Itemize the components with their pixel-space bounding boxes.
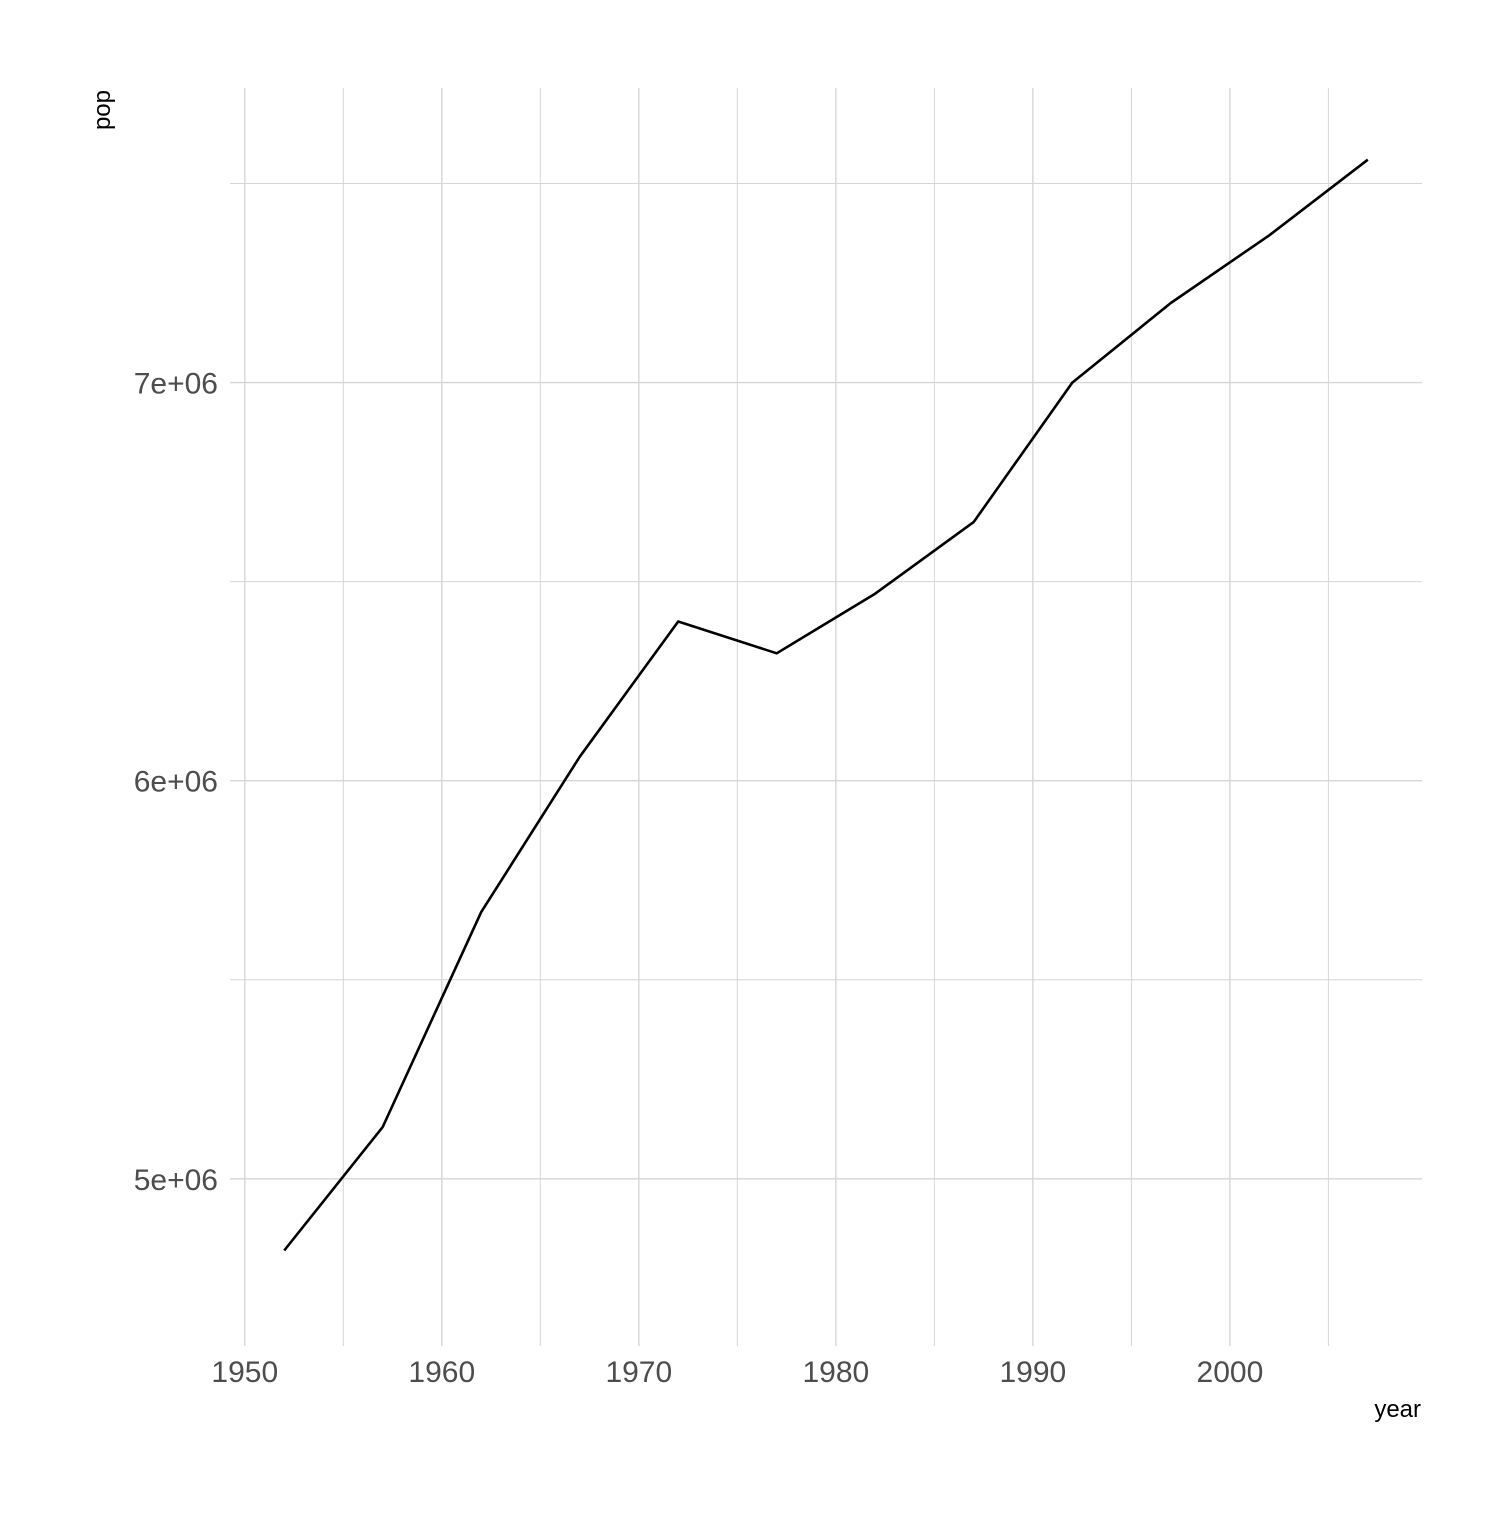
grid [230, 88, 1422, 1346]
x-tick-label: 2000 [1197, 1356, 1264, 1389]
x-axis-title: year [1374, 1396, 1421, 1423]
series-line [283, 158, 1369, 1252]
y-axis-title: pop [89, 90, 116, 130]
y-tick-label: 7e+06 [134, 368, 218, 401]
x-tick-label: 1970 [605, 1356, 672, 1389]
y-tick-label: 5e+06 [134, 1164, 218, 1197]
tick-labels: 1950 1960 1970 1980 1990 2000 5e+06 6e+06 7e+06 [134, 368, 1264, 1389]
x-tick-label: 1960 [408, 1356, 475, 1389]
x-tick-label: 1990 [1000, 1356, 1067, 1389]
x-tick-label: 1980 [802, 1356, 869, 1389]
x-tick-label: 1950 [211, 1356, 278, 1389]
series-layer [283, 158, 1369, 1252]
y-tick-label: 6e+06 [134, 766, 218, 799]
